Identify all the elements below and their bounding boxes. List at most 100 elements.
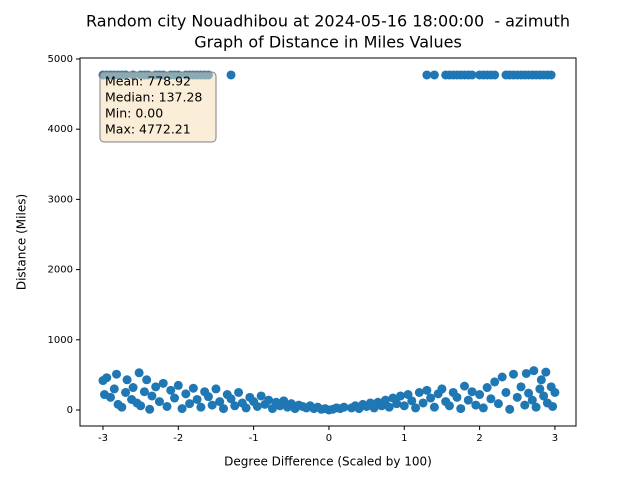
- point: [531, 402, 541, 412]
- y-tick-label: 0: [67, 405, 73, 416]
- point: [166, 385, 176, 395]
- point: [452, 392, 462, 402]
- point: [207, 400, 217, 410]
- point: [512, 392, 522, 402]
- point: [122, 375, 132, 385]
- point: [158, 378, 168, 388]
- point: [478, 403, 488, 413]
- point: [142, 375, 152, 385]
- chart-subtitle: Graph of Distance in Miles Values: [194, 33, 462, 52]
- point: [226, 394, 236, 404]
- point: [339, 402, 349, 412]
- point: [203, 392, 213, 402]
- annotation-line: Mean: 778.92: [105, 74, 191, 89]
- point: [411, 403, 421, 413]
- point: [154, 397, 164, 407]
- x-tick-label: -2: [173, 433, 183, 444]
- point: [548, 401, 558, 411]
- point: [181, 389, 191, 399]
- point: [128, 383, 138, 393]
- point: [527, 395, 537, 405]
- x-tick-label: 0: [326, 433, 332, 444]
- x-tick-label: 1: [401, 433, 407, 444]
- point: [117, 402, 127, 412]
- y-tick-label: 2000: [48, 265, 73, 276]
- chart-title: Random city Nouadhibou at 2024-05-16 18:…: [86, 12, 570, 31]
- point: [136, 401, 146, 411]
- point: [524, 388, 534, 398]
- point: [482, 383, 492, 393]
- point: [264, 395, 274, 405]
- annotation-line: Min: 0.00: [105, 106, 163, 121]
- point: [422, 385, 432, 395]
- point: [546, 70, 556, 80]
- x-tick-label: 3: [552, 433, 558, 444]
- point: [505, 404, 515, 414]
- y-tick-label: 5000: [48, 54, 73, 65]
- point: [463, 395, 473, 405]
- point: [486, 394, 496, 404]
- point: [392, 399, 402, 409]
- x-tick-label: 2: [476, 433, 482, 444]
- point: [539, 391, 549, 401]
- y-axis-label: Distance (Miles): [15, 194, 29, 290]
- point: [112, 369, 122, 379]
- point: [109, 384, 119, 394]
- point: [501, 387, 511, 397]
- annotation-line: Max: 4772.21: [105, 122, 191, 137]
- point: [418, 398, 428, 408]
- point: [218, 404, 228, 414]
- point: [185, 399, 195, 409]
- x-axis-label: Degree Difference (Scaled by 100): [224, 455, 432, 469]
- point: [196, 402, 206, 412]
- point: [493, 399, 503, 409]
- point: [252, 401, 262, 411]
- point: [520, 400, 530, 410]
- point: [380, 395, 390, 405]
- point: [429, 402, 439, 412]
- point: [384, 402, 394, 412]
- point: [516, 382, 526, 392]
- point: [550, 387, 560, 397]
- y-tick-label: 1000: [48, 335, 73, 346]
- point: [170, 393, 180, 403]
- point: [134, 368, 144, 378]
- point: [399, 401, 409, 411]
- point: [535, 384, 545, 394]
- point: [490, 70, 500, 80]
- point: [241, 403, 251, 413]
- point: [529, 366, 539, 376]
- point: [395, 391, 405, 401]
- plot-frame: [79, 57, 577, 427]
- point: [192, 394, 202, 404]
- point: [226, 70, 236, 80]
- point: [234, 387, 244, 397]
- point: [471, 400, 481, 410]
- point: [422, 70, 432, 80]
- annotation-line: Median: 137.28: [105, 90, 202, 105]
- point: [414, 387, 424, 397]
- point: [147, 391, 157, 401]
- y-tick-label: 3000: [48, 194, 73, 205]
- point: [139, 387, 149, 397]
- point: [467, 70, 477, 80]
- point: [467, 387, 477, 397]
- point: [407, 396, 417, 406]
- x-tick-label: -3: [98, 433, 108, 444]
- point: [211, 384, 221, 394]
- point: [536, 375, 546, 385]
- point: [460, 381, 470, 391]
- point: [456, 404, 466, 414]
- point: [121, 387, 131, 397]
- point: [230, 401, 240, 411]
- point: [541, 367, 551, 377]
- x-tick-label: -1: [249, 433, 259, 444]
- point: [177, 404, 187, 414]
- annotation-box: [99, 71, 217, 143]
- point: [151, 382, 161, 392]
- point: [106, 392, 116, 402]
- point: [521, 368, 531, 378]
- point: [145, 404, 155, 414]
